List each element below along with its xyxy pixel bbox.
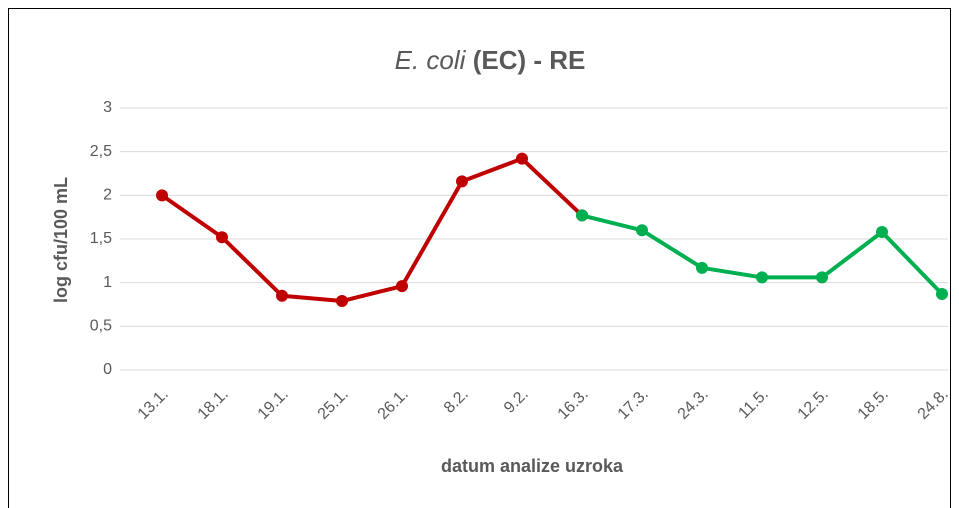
y-tick-label: 0 — [103, 361, 112, 378]
y-axis-title: log cfu/100 mL — [51, 177, 71, 303]
title-rest: (EC) - RE — [473, 45, 586, 75]
y-tick-label: 0,5 — [90, 318, 112, 335]
y-tick-label: 2,5 — [90, 143, 112, 160]
y-tick-label: 1 — [103, 274, 112, 291]
x-axis-title: datum analize uzroka — [441, 456, 624, 476]
point — [636, 224, 648, 237]
title-italic: E. coli — [395, 45, 467, 75]
point — [396, 280, 408, 293]
series-line — [160, 156, 584, 304]
point — [696, 261, 708, 274]
point — [276, 289, 288, 302]
point — [876, 226, 888, 239]
point — [456, 175, 468, 188]
point — [576, 209, 588, 222]
chart-title: E. coli (EC) - RE — [395, 45, 586, 75]
point — [816, 271, 828, 284]
chart-frame — [8, 8, 951, 508]
point — [156, 189, 168, 202]
point — [756, 271, 768, 284]
point — [336, 295, 348, 308]
y-tick-label: 2 — [103, 187, 112, 204]
y-tick-label: 3 — [103, 99, 112, 116]
y-tick-label: 1,5 — [90, 230, 112, 247]
point — [516, 152, 528, 165]
point — [936, 288, 948, 301]
point — [216, 231, 228, 244]
